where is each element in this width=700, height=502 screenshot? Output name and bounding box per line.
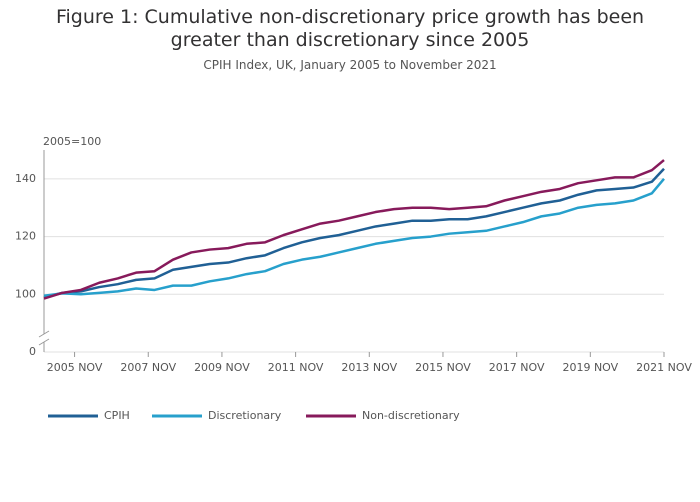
x-tick-label: 2005 NOV	[47, 361, 103, 374]
axis-break	[38, 338, 50, 346]
series-line	[43, 159, 665, 300]
y-axis-label: 2005=100	[43, 135, 101, 148]
series-line	[43, 167, 665, 299]
axis-break	[38, 330, 50, 338]
x-tick-label: 2021 NOV	[636, 361, 692, 374]
series-line	[43, 178, 665, 297]
y-tick-label: 100	[15, 287, 36, 300]
x-tick-label: 2015 NOV	[415, 361, 471, 374]
chart-subtitle: CPIH Index, UK, January 2005 to November…	[203, 58, 497, 72]
y-tick-label: 0	[29, 345, 36, 358]
x-tick-label: 2017 NOV	[489, 361, 545, 374]
x-tick-label: 2013 NOV	[341, 361, 397, 374]
legend-label: Discretionary	[208, 409, 282, 422]
x-tick-label: 2009 NOV	[194, 361, 250, 374]
x-tick-label: 2007 NOV	[120, 361, 176, 374]
x-tick-label: 2011 NOV	[268, 361, 324, 374]
x-tick-label: 2019 NOV	[562, 361, 618, 374]
legend-label: CPIH	[104, 409, 130, 422]
chart-title: Figure 1: Cumulative non-discretionary p…	[55, 6, 645, 51]
y-tick-label: 140	[15, 172, 36, 185]
legend-label: Non-discretionary	[362, 409, 460, 422]
y-tick-label: 120	[15, 230, 36, 243]
